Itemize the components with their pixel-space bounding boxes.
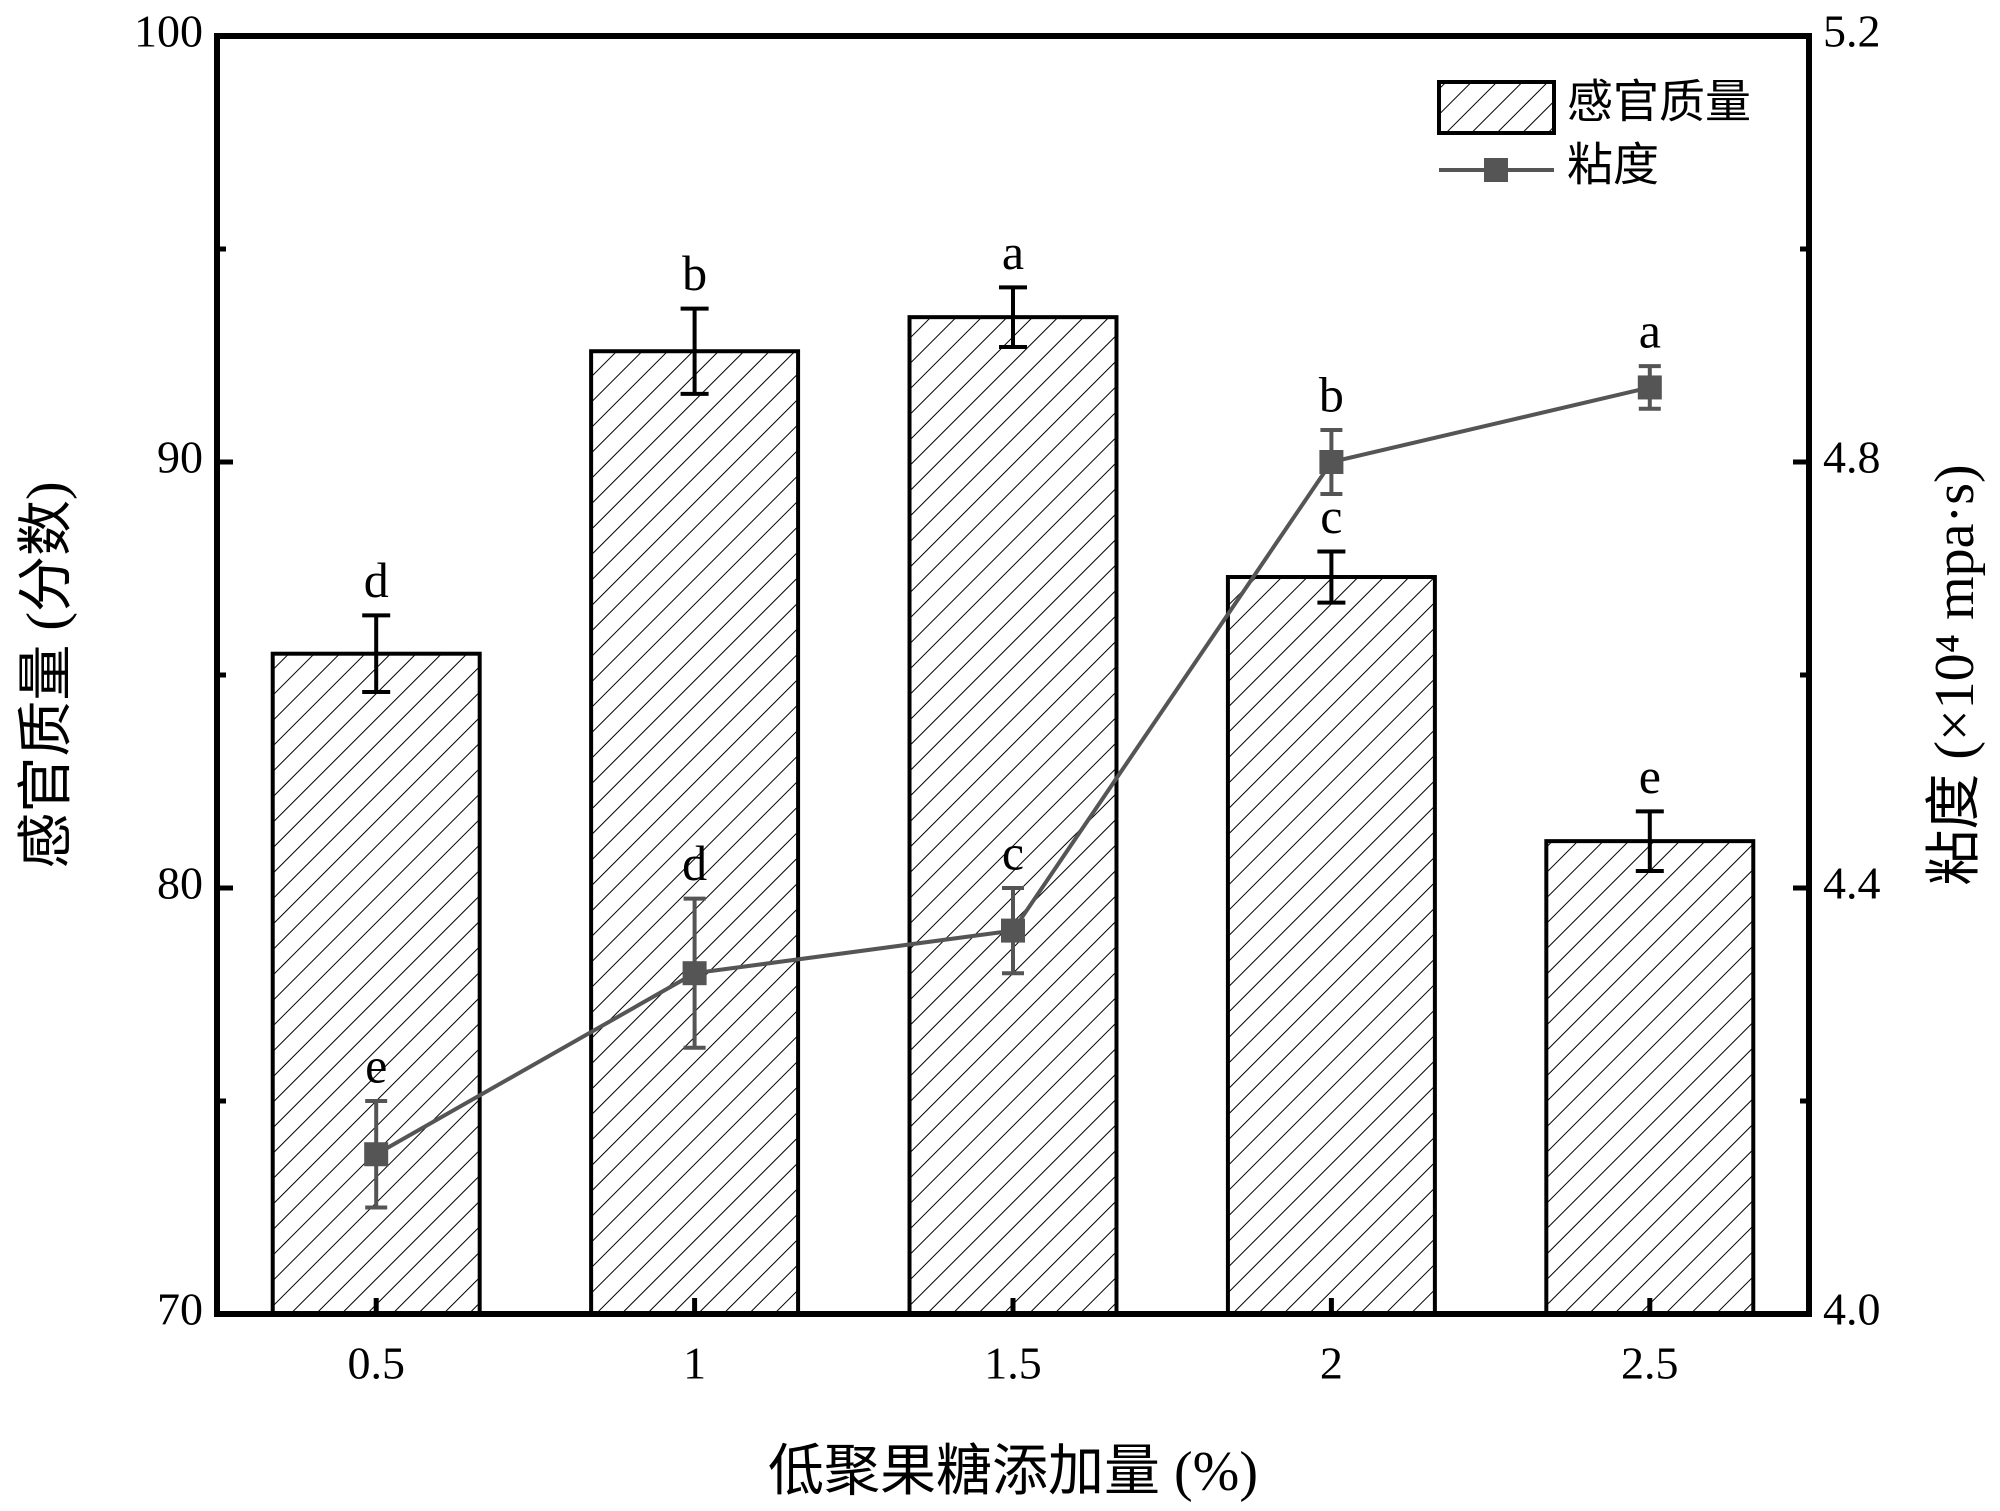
- y-tick-label: 70: [157, 1284, 203, 1335]
- plot-frame: [214, 33, 1812, 1317]
- error-bar: [1635, 809, 1664, 873]
- x-tick-label: 2: [1320, 1338, 1343, 1389]
- x-axis-label: 低聚果糖添加量 (%): [768, 1441, 1258, 1503]
- significance-letter: c: [1320, 488, 1342, 544]
- y-tick-label: 90: [157, 432, 203, 483]
- x-tick-label: 1.5: [984, 1338, 1042, 1389]
- x-tick-label: 1: [683, 1338, 706, 1389]
- y-tick-label: 100: [134, 6, 203, 57]
- legend-marker: [1484, 158, 1508, 182]
- bar: [589, 349, 801, 1316]
- x-tick-label: 2.5: [1621, 1338, 1679, 1389]
- y2-tick-label: 5.2: [1823, 6, 1881, 57]
- legend-label: 感官质量: [1567, 77, 1751, 128]
- significance-letter: e: [365, 1037, 387, 1093]
- marker: [1001, 918, 1025, 943]
- legend-swatch: [1437, 80, 1556, 135]
- significance-letter: b: [682, 245, 707, 301]
- bar: [1225, 575, 1437, 1316]
- x-tick-label: 0.5: [347, 1338, 405, 1389]
- y2-tick-label: 4.0: [1823, 1284, 1881, 1335]
- significance-letter: a: [1002, 224, 1024, 280]
- error-bar: [1317, 549, 1346, 605]
- error-bar: [362, 613, 391, 695]
- legend-label: 粘度: [1567, 140, 1659, 191]
- bar: [907, 315, 1119, 1317]
- marker: [682, 961, 707, 986]
- significance-letter: d: [364, 552, 389, 608]
- significance-letter: e: [1639, 748, 1661, 804]
- marker: [1637, 375, 1662, 400]
- y2-tick-label: 4.4: [1823, 858, 1881, 909]
- significance-letter: d: [682, 835, 707, 891]
- marker: [1319, 450, 1344, 474]
- error-bar: [999, 285, 1027, 349]
- y-axis-label: 感官质量 (分数): [16, 481, 78, 868]
- significance-letter: a: [1639, 303, 1661, 359]
- bar: [270, 651, 482, 1316]
- y2-axis-label: 粘度 (×10⁴ mpa·s): [1924, 464, 1986, 885]
- error-bar: [680, 306, 709, 396]
- significance-letter: b: [1319, 367, 1344, 423]
- marker: [364, 1142, 389, 1167]
- y-tick-label: 80: [157, 858, 203, 909]
- y2-tick-label: 4.8: [1823, 432, 1881, 483]
- bar: [1544, 839, 1756, 1316]
- significance-letter: c: [1002, 824, 1024, 880]
